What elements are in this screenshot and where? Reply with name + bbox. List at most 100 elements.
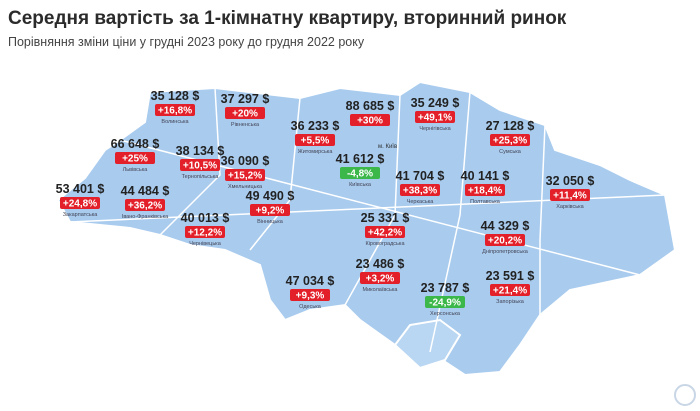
change-badge <box>60 197 100 209</box>
change-badge <box>180 159 220 171</box>
change-badge <box>415 111 455 123</box>
change-badge <box>185 226 225 238</box>
region-name: Івано-Франківська <box>122 214 169 220</box>
price: 27 128 $ <box>486 119 535 133</box>
region-name: Миколаївська <box>363 287 399 293</box>
price: 44 329 $ <box>481 219 530 233</box>
region-label: 25 331 $ +42,2% Кіровоградська <box>361 211 410 247</box>
region-label: 35 249 $ +49,1% Чернігівська <box>411 96 460 132</box>
price: 25 331 $ <box>361 211 410 225</box>
price: 41 612 $ <box>336 152 385 166</box>
region-label: 38 134 $ +10,5% Тернопільська <box>176 144 225 180</box>
region-label: 36 090 $ +15,2% Хмельницька <box>221 154 270 190</box>
change-badge <box>425 296 465 308</box>
region-name: Херсонська <box>430 311 461 317</box>
change-badge <box>155 104 195 116</box>
change-badge <box>125 199 165 211</box>
region-name: Рівненська <box>231 122 260 128</box>
change: -24,9% <box>429 298 461 309</box>
change-badge <box>350 114 390 126</box>
price: 40 141 $ <box>461 169 510 183</box>
price: 35 128 $ <box>151 89 200 103</box>
region-label: 40 141 $ +18,4% Полтавська <box>461 169 510 205</box>
region-name: Одеська <box>299 304 322 310</box>
change: +42,2% <box>368 228 402 239</box>
change: +18,4% <box>468 186 502 197</box>
change: +15,2% <box>228 171 262 182</box>
change-badge <box>465 184 505 196</box>
change: +25% <box>122 154 148 165</box>
title: Середня вартість за 1-кімнатну квартиру,… <box>8 8 567 29</box>
change-badge <box>225 107 265 119</box>
price: 35 249 $ <box>411 96 460 110</box>
change: +20,2% <box>488 236 522 247</box>
change-badge <box>360 272 400 284</box>
price: 66 648 $ <box>111 137 160 151</box>
region-name: Хмельницька <box>228 184 263 190</box>
change: +25,3% <box>493 136 527 147</box>
region-name: Полтавська <box>470 199 501 205</box>
region-label: 37 297 $ +20% Рівненська <box>221 92 270 128</box>
region-label: 53 401 $ +24,8% Закарпатська <box>56 182 105 218</box>
price: 49 490 $ <box>246 189 295 203</box>
change-badge <box>550 189 590 201</box>
change-badge <box>485 234 525 246</box>
region-name: Черкаська <box>407 199 435 205</box>
change-badge <box>340 167 380 179</box>
change: +5,5% <box>301 136 330 147</box>
region-label: 41 704 $ +38,3% Черкаська <box>396 169 445 205</box>
region-label: 41 612 $ -4,8% Київська <box>336 152 385 188</box>
crimea <box>393 318 462 370</box>
price: 47 034 $ <box>286 274 335 288</box>
region-label: 66 648 $ +25% Львівська <box>111 137 160 173</box>
region-label: 44 329 $ +20,2% Дніпропетровська <box>481 219 530 255</box>
change: +3,2% <box>366 274 395 285</box>
price: 53 401 $ <box>56 182 105 196</box>
change-badge <box>365 226 405 238</box>
price: 44 484 $ <box>121 184 170 198</box>
price: 88 685 $ <box>346 99 395 113</box>
region-name: Тернопільська <box>182 174 220 180</box>
change: +49,1% <box>418 113 452 124</box>
region-label: 40 013 $ +12,2% Чернівецька <box>181 211 230 247</box>
change-badge <box>290 289 330 301</box>
price: 37 297 $ <box>221 92 270 106</box>
region-name: Львівська <box>123 167 149 173</box>
region-label: 27 128 $ +25,3% Сумська <box>486 119 535 155</box>
price: 23 787 $ <box>421 281 470 295</box>
change: +38,3% <box>403 186 437 197</box>
change: +30% <box>357 116 383 127</box>
change: -4,8% <box>347 169 373 180</box>
change: +10,5% <box>183 161 217 172</box>
region-label: 36 233 $ +5,5% Житомирська <box>291 119 340 155</box>
change: +9,2% <box>256 206 285 217</box>
price: 36 090 $ <box>221 154 270 168</box>
change: +12,2% <box>188 228 222 239</box>
change-badge <box>225 169 265 181</box>
change: +20% <box>232 109 258 120</box>
change: +16,8% <box>158 106 192 117</box>
subtitle: Порівняння зміни ціни у грудні 2023 року… <box>8 35 365 49</box>
region-name: Сумська <box>499 149 522 155</box>
price: 36 233 $ <box>291 119 340 133</box>
change-badge <box>115 152 155 164</box>
region-name: Дніпропетровська <box>482 249 529 255</box>
region-label: 35 128 $ +16,8% Волинська <box>151 89 200 125</box>
price: 32 050 $ <box>546 174 595 188</box>
region-name: Запорізька <box>496 299 525 305</box>
price: 40 013 $ <box>181 211 230 225</box>
region-name: Київська <box>349 182 372 188</box>
region-name: Чернігівська <box>419 126 451 132</box>
price: 38 134 $ <box>176 144 225 158</box>
change: +9,3% <box>296 291 325 302</box>
region-name: Житомирська <box>298 149 334 155</box>
price: 41 704 $ <box>396 169 445 183</box>
change-badge <box>250 204 290 216</box>
region-name: Чернівецька <box>189 241 222 247</box>
capital-label: м. Київ <box>378 144 397 150</box>
region-name: Харківська <box>556 204 584 210</box>
region-label: 32 050 $ +11,4% Харківська <box>546 174 595 210</box>
change: +11,4% <box>553 191 587 202</box>
price: 23 591 $ <box>486 269 535 283</box>
